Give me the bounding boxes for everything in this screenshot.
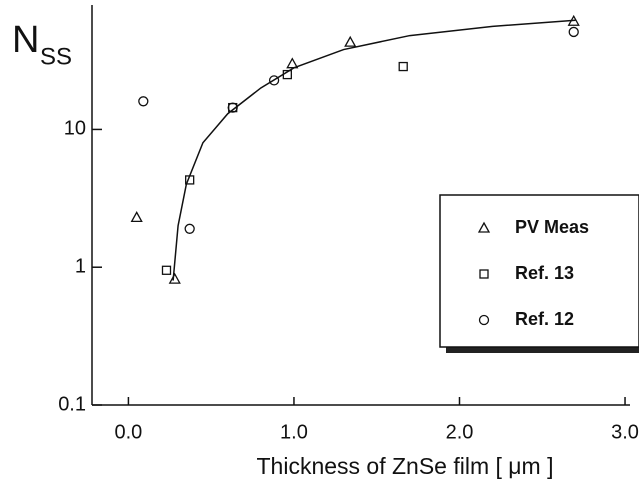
x-tick-label: 3.0 xyxy=(611,421,639,443)
point xyxy=(286,57,299,69)
legend-marker xyxy=(478,314,490,326)
point xyxy=(168,272,181,284)
fit-curve xyxy=(172,19,576,281)
y-label-sub: SS xyxy=(40,43,72,70)
legend-marker xyxy=(477,221,491,233)
point xyxy=(227,102,238,113)
y-label: N xyxy=(12,19,39,61)
point xyxy=(567,14,580,26)
legend-box xyxy=(439,194,639,348)
point xyxy=(138,96,149,107)
point xyxy=(398,61,408,72)
point xyxy=(568,26,579,38)
legend-label: PV Meas xyxy=(515,217,589,237)
point xyxy=(130,211,143,223)
point xyxy=(268,75,280,86)
legend-label: Ref. 13 xyxy=(515,263,574,283)
x-tick-label: 0.0 xyxy=(115,421,143,443)
point xyxy=(184,223,195,234)
y-tick-label: 0.1 xyxy=(58,393,86,415)
point xyxy=(282,69,292,80)
x-tick-label: 1.0 xyxy=(280,421,308,443)
legend-marker xyxy=(479,269,489,279)
y-tick-label: 10 xyxy=(64,118,86,140)
point xyxy=(344,35,357,47)
legend-label: Ref. 12 xyxy=(515,309,574,329)
point xyxy=(161,265,172,275)
point xyxy=(185,175,195,185)
y-tick-label: 1 xyxy=(75,255,86,277)
x-tick-label: 2.0 xyxy=(446,421,474,443)
x-label: Thickness of ZnSe film [ μm ] xyxy=(257,453,554,479)
